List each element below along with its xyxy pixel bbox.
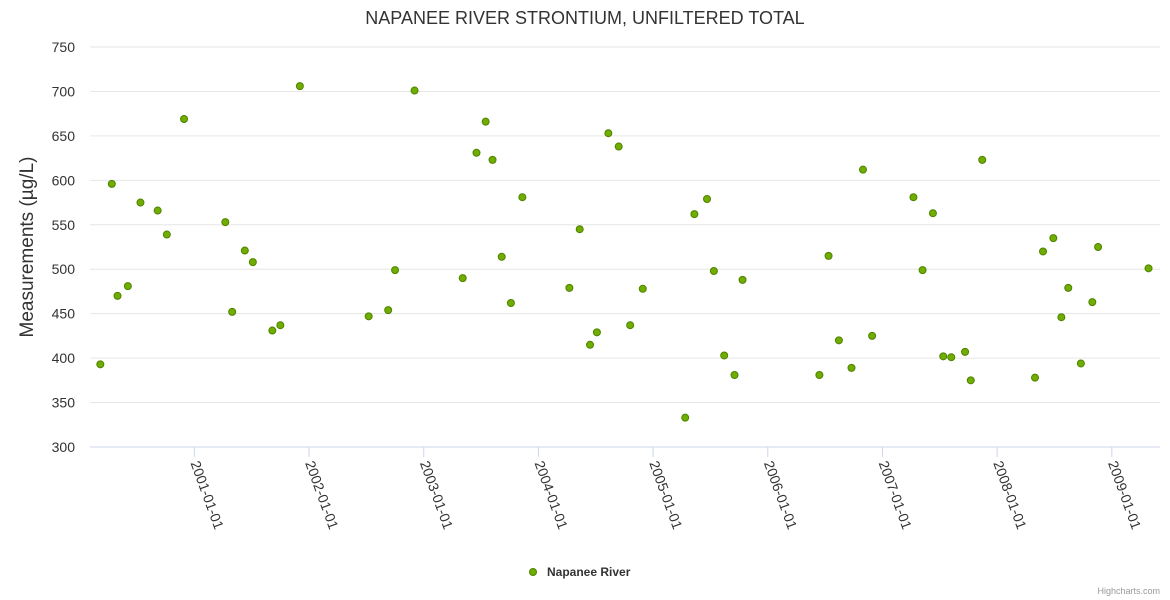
data-point[interactable] [497,252,506,261]
data-point[interactable] [180,115,189,123]
y-tick-label: 300 [52,439,76,455]
data-point[interactable] [947,353,956,362]
data-point[interactable] [815,371,824,379]
data-point[interactable] [592,328,601,337]
x-tick-label: 2001-01-01 [188,459,228,532]
data-point[interactable] [221,218,230,227]
data-point[interactable] [565,283,574,292]
data-point[interactable] [978,155,987,164]
x-tick-label: 2005-01-01 [646,459,686,532]
data-point[interactable] [928,209,937,218]
grid [90,46,1160,448]
credits-link[interactable]: Highcharts.com [1097,586,1160,596]
data-point[interactable] [858,165,867,174]
data-point[interactable] [847,363,856,372]
data-point[interactable] [248,258,257,267]
data-point[interactable] [506,299,515,307]
data-point[interactable] [709,267,718,275]
data-point[interactable] [1030,373,1039,382]
y-tick-label: 700 [52,83,76,99]
data-point[interactable] [614,142,623,151]
data-point[interactable] [384,306,393,315]
data-point[interactable] [240,246,249,255]
legend-marker-icon [529,568,537,576]
y-axis-ticks: 300 350 400 450 500 550 600 650 700 750 [52,39,76,455]
data-point[interactable] [472,148,481,157]
y-tick-label: 600 [52,172,76,188]
data-point[interactable] [690,210,699,219]
data-point[interactable] [626,321,635,330]
data-point[interactable] [107,179,116,188]
data-point[interactable] [834,336,843,345]
data-point[interactable] [1088,298,1097,307]
data-point[interactable] [961,347,970,356]
data-point[interactable] [295,82,304,91]
y-tick-label: 650 [52,128,76,144]
data-point[interactable] [575,225,584,234]
data-point[interactable] [720,351,729,360]
data-point[interactable] [868,331,877,340]
data-point[interactable] [276,321,285,330]
legend-item[interactable]: Napanee River [529,565,631,579]
data-point[interactable] [228,307,237,316]
data-point[interactable] [918,266,927,275]
data-point[interactable] [481,117,490,126]
data-point[interactable] [162,230,171,239]
data-point[interactable] [909,193,918,202]
data-point[interactable] [681,413,690,422]
data-point[interactable] [1049,234,1058,243]
y-axis-label: Measurements (µg/L) [17,157,38,338]
x-tick-label: 2009-01-01 [1105,459,1145,532]
y-tick-label: 350 [52,395,76,411]
y-tick-label: 550 [52,217,76,233]
x-tick-label: 2006-01-01 [761,459,801,532]
y-tick-label: 750 [52,39,76,55]
data-point[interactable] [638,284,647,293]
y-tick-label: 500 [52,261,76,277]
data-point[interactable] [730,371,739,379]
data-point[interactable] [123,282,132,291]
x-tick-label: 2008-01-01 [990,459,1030,532]
data-point[interactable] [458,274,467,283]
data-point[interactable] [410,86,419,95]
data-point[interactable] [1094,243,1103,251]
data-point[interactable] [824,251,833,260]
data-point[interactable] [96,360,105,369]
data-point[interactable] [702,195,711,203]
data-point[interactable] [488,155,497,164]
x-tick-label: 2002-01-01 [302,459,342,532]
data-point[interactable] [136,198,145,207]
data-point[interactable] [1064,283,1073,292]
chart-title: NAPANEE RIVER STRONTIUM, UNFILTERED TOTA… [365,8,804,28]
legend-label: Napanee River [547,565,631,579]
x-tick-label: 2004-01-01 [532,459,572,532]
data-point[interactable] [604,129,613,138]
data-point[interactable] [939,352,948,361]
data-point[interactable] [1057,313,1066,322]
data-point[interactable] [586,340,595,349]
data-point[interactable] [268,326,277,335]
x-tick-label: 2007-01-01 [876,459,916,532]
data-point[interactable] [1039,247,1048,256]
data-point[interactable] [966,376,975,385]
data-point[interactable] [738,275,747,284]
y-tick-label: 400 [52,350,76,366]
data-point[interactable] [518,193,527,202]
data-point[interactable] [113,291,122,300]
x-tick-label: 2003-01-01 [417,459,457,532]
y-tick-label: 450 [52,306,76,322]
data-point[interactable] [391,266,400,275]
x-axis-ticks: 2001-01-01 2002-01-01 2003-01-01 2004-01-01… [188,447,1145,532]
data-point[interactable] [364,312,373,321]
data-point[interactable] [153,206,162,215]
data-point[interactable] [1076,359,1085,368]
data-point[interactable] [1144,264,1153,273]
series-napanee-river [96,82,1153,422]
